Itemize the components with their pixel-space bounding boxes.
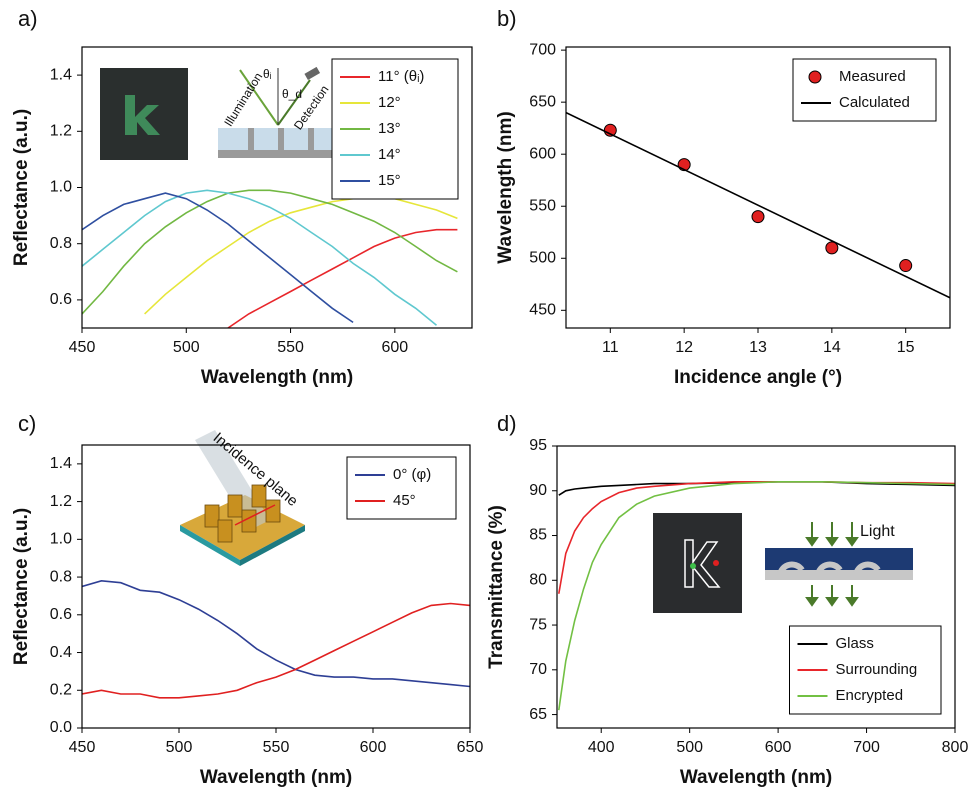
legend-label: 11° (θᵢ)	[378, 68, 424, 85]
legend-label: 12°	[378, 94, 401, 111]
y-tick-label: 450	[529, 302, 556, 319]
y-tick-label: 0.6	[50, 606, 72, 623]
annotation: θ_d	[282, 87, 302, 101]
x-tick-label: 500	[676, 739, 703, 756]
y-tick-label: 0.8	[50, 568, 72, 585]
x-tick-label: 14	[823, 339, 841, 356]
series-line	[82, 190, 457, 314]
y-axis-title: Wavelength (nm)	[495, 111, 516, 263]
annotation: θᵢ	[263, 67, 272, 81]
y-tick-label: 1.4	[50, 66, 72, 83]
y-tick-label: 550	[529, 197, 556, 214]
panel-label: d)	[497, 411, 517, 436]
x-tick-label: 500	[166, 739, 193, 756]
panel-label: a)	[18, 6, 38, 31]
legend-label: Surrounding	[836, 661, 918, 678]
y-tick-label: 1.2	[50, 123, 72, 140]
y-tick-label: 90	[529, 482, 547, 499]
legend-label: 45°	[393, 492, 416, 509]
y-tick-label: 0.0	[50, 719, 72, 736]
series-line	[145, 199, 458, 314]
x-tick-label: 600	[381, 339, 408, 356]
x-tick-label: 11	[602, 339, 619, 356]
series-line	[566, 113, 950, 298]
x-tick-label: 550	[263, 739, 290, 756]
panel-label: c)	[18, 411, 36, 436]
y-tick-label: 650	[529, 93, 556, 110]
legend-marker	[809, 71, 821, 83]
y-tick-label: 95	[529, 437, 547, 454]
figure: Illumination Detection θᵢ θ_d Incidence …	[0, 0, 970, 796]
y-axis-title: Reflectance (a.u.)	[11, 109, 32, 266]
y-tick-label: 1.2	[50, 493, 72, 510]
y-axis-title: Reflectance (a.u.)	[11, 508, 32, 665]
y-tick-label: 600	[529, 145, 556, 162]
y-tick-label: 1.0	[50, 531, 72, 548]
legend-label: Calculated	[839, 94, 910, 111]
x-tick-label: 650	[457, 739, 484, 756]
x-tick-label: 600	[765, 739, 792, 756]
y-tick-label: 65	[529, 706, 547, 723]
x-tick-label: 450	[69, 339, 96, 356]
x-tick-label: 12	[675, 339, 693, 356]
legend-label: 15°	[378, 172, 401, 189]
legend-label: Measured	[839, 68, 906, 85]
x-tick-label: 13	[749, 339, 767, 356]
y-tick-label: 1.0	[50, 179, 72, 196]
y-tick-label: 85	[529, 527, 547, 544]
x-axis-title: Wavelength (nm)	[201, 367, 353, 388]
plot-area	[566, 113, 950, 298]
x-tick-label: 600	[360, 739, 387, 756]
x-axis-title: Incidence angle (°)	[674, 367, 842, 388]
y-axis-title: Transmittance (%)	[486, 505, 507, 669]
x-tick-label: 700	[853, 739, 880, 756]
y-tick-label: 80	[529, 572, 547, 589]
series-line	[82, 604, 470, 698]
y-tick-label: 0.8	[50, 235, 72, 252]
x-tick-label: 15	[897, 339, 915, 356]
legend-label: 0° (φ)	[393, 466, 431, 483]
data-point	[752, 211, 764, 223]
y-tick-label: 1.4	[50, 455, 72, 472]
y-tick-label: 500	[529, 249, 556, 266]
annotation: Light	[860, 523, 895, 540]
legend-label: 14°	[378, 146, 401, 163]
legend-label: Glass	[836, 635, 874, 652]
x-tick-label: 450	[69, 739, 96, 756]
series-line	[82, 581, 470, 687]
y-tick-label: 700	[529, 41, 556, 58]
x-tick-label: 500	[173, 339, 200, 356]
x-tick-label: 400	[588, 739, 615, 756]
y-tick-label: 0.6	[50, 291, 72, 308]
legend-label: 13°	[378, 120, 401, 137]
panel-label: b)	[497, 6, 517, 31]
series-line	[82, 193, 353, 322]
y-tick-label: 70	[529, 661, 547, 678]
y-tick-label: 0.2	[50, 681, 72, 698]
x-tick-label: 800	[942, 739, 969, 756]
plot-area	[82, 581, 470, 698]
x-axis-title: Wavelength (nm)	[680, 767, 832, 788]
x-tick-label: 550	[277, 339, 304, 356]
y-tick-label: 75	[529, 616, 547, 633]
x-axis-title: Wavelength (nm)	[200, 767, 352, 788]
legend-label: Encrypted	[836, 687, 904, 704]
data-point	[900, 260, 912, 272]
plot-area	[82, 190, 457, 328]
series-line	[82, 190, 437, 325]
annotation: Illumination	[221, 70, 265, 129]
y-tick-label: 0.4	[50, 644, 72, 661]
